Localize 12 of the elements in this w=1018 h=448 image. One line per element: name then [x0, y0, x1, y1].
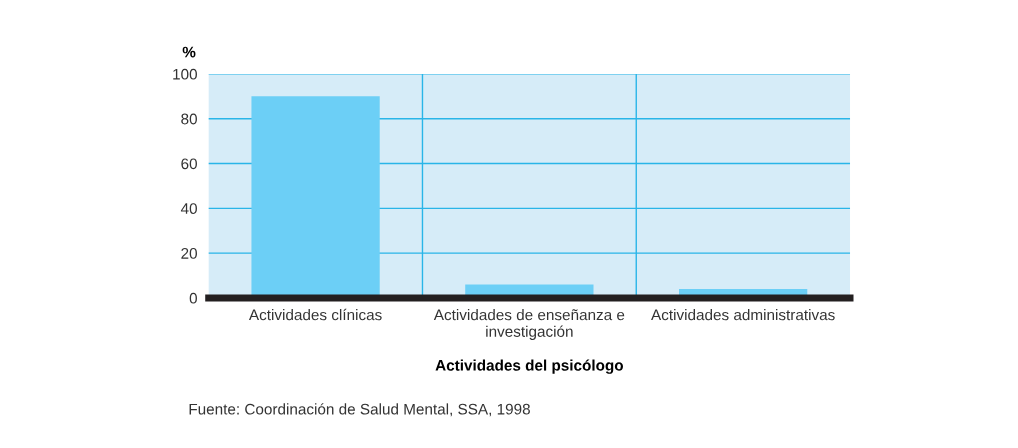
- x-axis-title: Actividades del psicólogo: [435, 359, 623, 374]
- y-tick-label: 20: [181, 247, 197, 259]
- source-note: Fuente: Coordinación de Salud Mental, SSA, 1998: [189, 403, 530, 417]
- y-axis-title: %: [182, 46, 196, 58]
- x-tick-label: Actividades de enseñanza e investigación: [433, 309, 625, 340]
- y-tick-label: 40: [180, 203, 197, 215]
- y-tick-label: 60: [181, 158, 197, 170]
- y-tick-label: 100: [173, 68, 197, 80]
- x-tick-label: Actividades administrativas: [651, 309, 835, 321]
- y-tick-label: 80: [181, 113, 197, 125]
- y-tick-label: 0: [189, 292, 197, 304]
- x-tick-label: Actividades clínicas: [248, 308, 382, 321]
